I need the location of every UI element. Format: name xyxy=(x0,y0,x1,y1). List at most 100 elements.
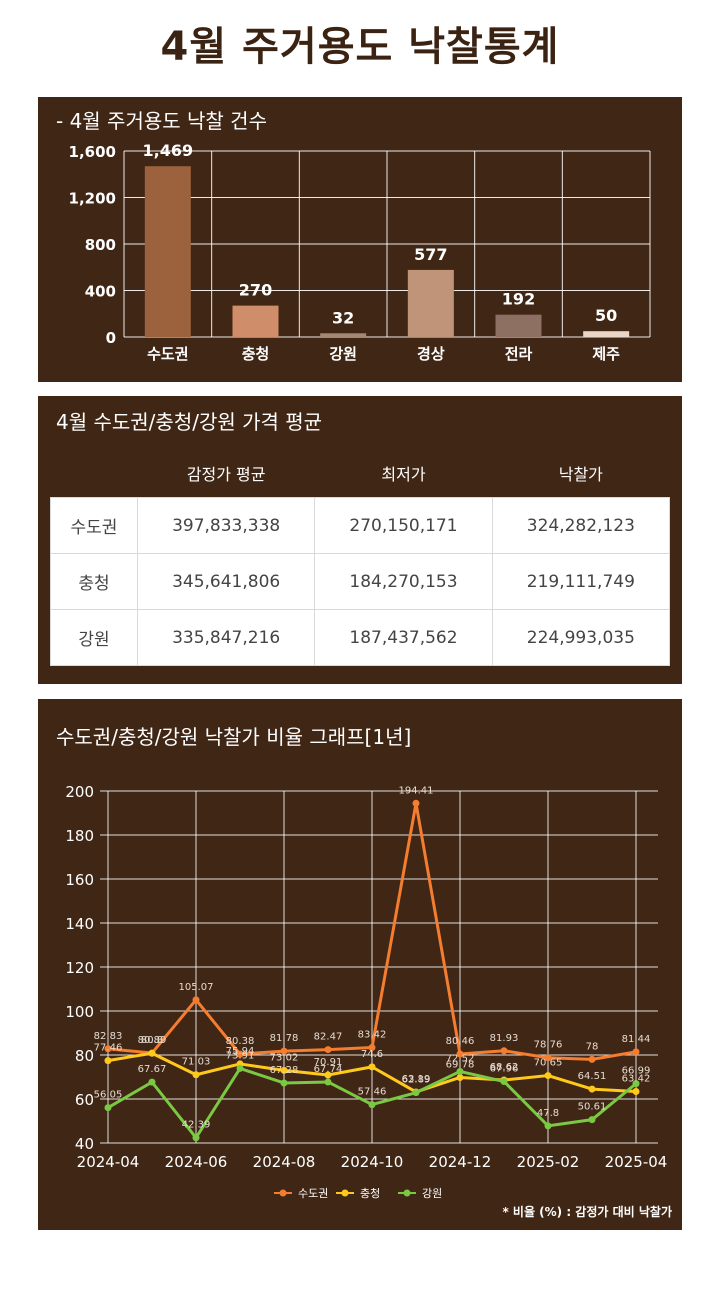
data-point xyxy=(104,1045,112,1053)
line-chart-title: 수도권/충청/강원 낙찰가 비율 그래프[1년] xyxy=(56,725,412,749)
table-cell: 270,150,171 xyxy=(314,497,493,554)
y-tick-label: 140 xyxy=(65,915,94,933)
data-point xyxy=(500,1047,508,1055)
x-tick-label: 2025-02 xyxy=(517,1153,580,1171)
data-label: 80.89 xyxy=(138,1035,167,1046)
data-point xyxy=(324,1078,332,1086)
data-label: 64.51 xyxy=(578,1071,607,1082)
table-header-cell: 최저가 xyxy=(381,464,426,484)
data-point xyxy=(544,1054,552,1062)
bar xyxy=(407,269,454,337)
table-row: 수도권 397,833,338 270,150,171 324,282,123 xyxy=(50,497,671,554)
x-tick-label: 수도권 xyxy=(147,345,188,363)
data-point xyxy=(192,1134,200,1142)
data-label: 50.61 xyxy=(578,1102,607,1113)
ratio-note: * 비율 (%) : 감정가 대비 낙찰가 xyxy=(502,1205,672,1219)
data-point xyxy=(456,1073,464,1081)
data-point xyxy=(368,1063,376,1071)
data-point xyxy=(148,1049,156,1057)
x-tick-label: 전라 xyxy=(505,345,533,363)
x-tick-label: 2024-04 xyxy=(77,1153,140,1171)
y-tick-label: 1,200 xyxy=(69,190,116,208)
data-point xyxy=(104,1057,112,1065)
y-tick-label: 100 xyxy=(65,1003,94,1021)
data-label: 66.99 xyxy=(622,1066,651,1077)
data-label: 78 xyxy=(586,1041,599,1052)
data-point xyxy=(192,1071,200,1079)
table-header-row: 감정가 평균 최저가 낙찰가 xyxy=(51,448,670,498)
table-cell: 187,437,562 xyxy=(314,609,493,666)
line-chart-panel: 수도권/충청/강원 낙찰가 비율 그래프[1년] 40 60 80 100 120 140… xyxy=(38,699,682,1230)
price-table: 감정가 평균 최저가 낙찰가 수도권 397,833,338 270,150,1… xyxy=(50,448,671,666)
bar-value-label: 192 xyxy=(502,290,535,309)
data-label: 67.96 xyxy=(490,1063,519,1074)
data-point xyxy=(192,996,200,1004)
data-point xyxy=(588,1085,596,1093)
bar-value-label: 50 xyxy=(595,306,617,325)
data-label: 62.89 xyxy=(402,1075,431,1086)
x-tick-label: 강원 xyxy=(329,345,357,363)
bar xyxy=(495,314,542,337)
row-label: 강원 xyxy=(50,609,138,666)
data-label: 74.6 xyxy=(361,1049,383,1060)
x-tick-label: 2024-10 xyxy=(341,1153,404,1171)
data-point xyxy=(412,799,420,807)
y-tick-label: 1,600 xyxy=(69,143,116,161)
x-tick-label: 2025-04 xyxy=(605,1153,668,1171)
data-label: 194.41 xyxy=(399,785,434,796)
data-label: 70.65 xyxy=(534,1058,563,1069)
data-label: 82.83 xyxy=(94,1031,123,1042)
bar-value-label: 577 xyxy=(414,245,447,264)
data-label: 105.07 xyxy=(179,982,214,993)
x-tick-label: 2024-06 xyxy=(165,1153,228,1171)
row-label: 수도권 xyxy=(50,497,138,554)
data-label: 63.42 xyxy=(622,1073,651,1084)
y-tick-label: 60 xyxy=(75,1091,94,1109)
data-point xyxy=(456,1050,464,1058)
table-row: 강원 335,847,216 187,437,562 224,993,035 xyxy=(50,609,671,666)
line-chart: 40 60 80 100 120 140 160 180 200 2024-04 2024-06 20… xyxy=(65,783,668,1200)
data-point xyxy=(456,1067,464,1075)
bar xyxy=(320,333,367,337)
data-point xyxy=(280,1047,288,1055)
table-cell: 184,270,153 xyxy=(314,553,493,610)
bar-chart-panel: - 4월 주거용도 낙찰 건수 0 400 800 1,200 1,600 1,469 수도… xyxy=(38,97,682,382)
data-label: 80.46 xyxy=(446,1036,475,1047)
data-label: 73.02 xyxy=(270,1052,299,1063)
data-label: 56.05 xyxy=(94,1090,123,1101)
data-label: 80.38 xyxy=(226,1036,255,1047)
bar-value-label: 32 xyxy=(332,308,354,327)
data-point xyxy=(632,1080,640,1088)
data-label: 73.91 xyxy=(226,1050,255,1061)
data-label: 68.62 xyxy=(490,1062,519,1073)
data-label: 67.28 xyxy=(270,1065,299,1076)
bar-chart: 0 400 800 1,200 1,600 1,469 수도권 270 충청 32 강원 577 경상 1… xyxy=(69,141,651,363)
data-point xyxy=(280,1079,288,1087)
data-point xyxy=(544,1122,552,1130)
data-label: 67.74 xyxy=(314,1064,343,1075)
data-point xyxy=(148,1078,156,1086)
data-point xyxy=(632,1087,640,1095)
table-cell: 335,847,216 xyxy=(136,609,316,666)
data-label: 72.52 xyxy=(446,1053,475,1064)
table-header-cell: 감정가 평균 xyxy=(186,464,266,484)
data-point xyxy=(236,1050,244,1058)
legend-label: 강원 xyxy=(422,1187,442,1200)
bar-chart-title: - 4월 주거용도 낙찰 건수 xyxy=(56,109,267,133)
legend-marker xyxy=(279,1189,287,1197)
table-cell: 324,282,123 xyxy=(491,497,671,554)
data-label: 42.39 xyxy=(182,1120,211,1131)
legend-label: 수도권 xyxy=(298,1187,328,1200)
bar-value-label: 1,469 xyxy=(143,141,194,160)
table-row: 충청 345,641,806 184,270,153 219,111,749 xyxy=(50,553,671,610)
bar xyxy=(583,331,630,337)
data-label: 77.46 xyxy=(94,1043,123,1054)
x-tick-label: 제주 xyxy=(592,345,620,363)
page-title: 4월 주거용도 낙찰통계 xyxy=(160,24,560,70)
y-tick-label: 200 xyxy=(65,783,94,801)
data-point xyxy=(236,1064,244,1072)
data-label: 82.47 xyxy=(314,1032,343,1043)
data-label: 81.78 xyxy=(270,1033,299,1044)
data-label: 71.03 xyxy=(182,1057,211,1068)
table-cell: 219,111,749 xyxy=(491,553,671,610)
